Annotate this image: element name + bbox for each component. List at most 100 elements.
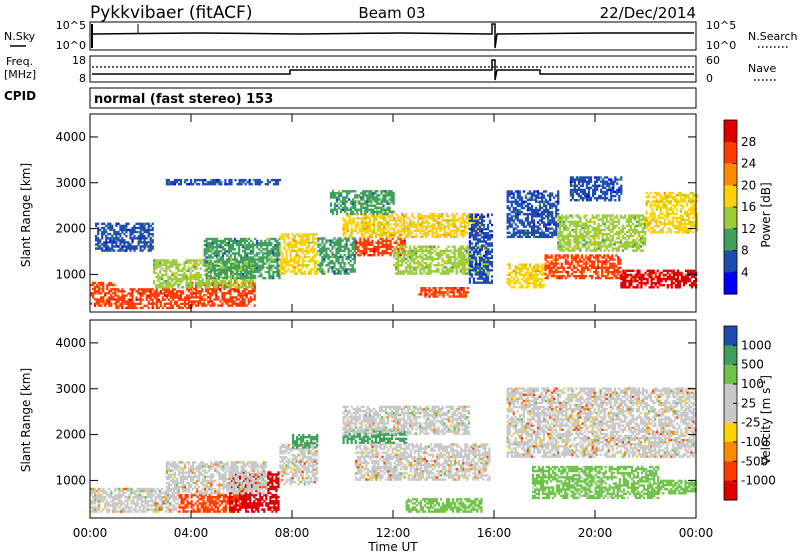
power-cell — [534, 231, 538, 234]
power-cell — [179, 294, 183, 297]
power-cell — [447, 272, 450, 275]
power-cell — [343, 266, 346, 269]
power-cell — [211, 264, 214, 267]
power-cell — [480, 221, 484, 225]
power-cell — [544, 262, 547, 265]
power-cell — [183, 277, 186, 281]
power-cell — [125, 306, 128, 310]
power-cell — [506, 198, 509, 201]
power-cell — [385, 239, 388, 242]
power-cell — [480, 236, 484, 239]
power-cell — [258, 264, 261, 267]
power-cell — [246, 243, 249, 247]
power-cell — [536, 213, 540, 216]
power-cell — [452, 295, 455, 298]
power-cell — [233, 281, 236, 285]
power-cell — [250, 270, 253, 274]
power-cell — [203, 250, 206, 253]
power-cell — [246, 246, 249, 249]
power-cell — [358, 217, 361, 220]
power-cell — [235, 263, 239, 266]
power-cell — [480, 267, 484, 270]
power-cell — [110, 302, 113, 305]
power-cell — [213, 239, 216, 243]
power-cell — [252, 286, 255, 289]
power-cell — [538, 208, 542, 212]
power-cell — [366, 204, 369, 207]
power-cell — [437, 262, 440, 265]
power-cell — [615, 264, 618, 267]
power-cell — [543, 235, 546, 239]
power-cell — [358, 227, 361, 230]
power-cell — [337, 241, 340, 244]
power-cell — [451, 255, 454, 259]
power-cell — [111, 239, 114, 242]
power-cell — [155, 271, 158, 275]
power-cell — [472, 252, 475, 255]
power-cell — [342, 202, 345, 205]
power-cell — [512, 196, 515, 199]
power-cell — [389, 217, 392, 220]
power-cell — [353, 249, 356, 253]
power-cell — [520, 204, 523, 208]
power-cell — [221, 292, 224, 295]
power-cell — [427, 229, 430, 232]
power-cell — [453, 219, 456, 222]
power-cell — [175, 302, 179, 305]
power-cell — [447, 221, 450, 224]
power-cell — [543, 217, 546, 220]
power-cell — [472, 236, 475, 239]
power-cell — [338, 196, 341, 199]
cpid-box — [89, 87, 697, 109]
power-cell — [514, 271, 517, 275]
power-cell — [543, 213, 546, 216]
power-cell — [229, 287, 232, 291]
power-cell — [611, 264, 614, 267]
power-cell — [173, 183, 176, 186]
power-cell — [341, 255, 344, 259]
power-cell — [385, 249, 388, 253]
power-cell — [370, 202, 373, 205]
power-cell — [605, 266, 608, 269]
power-cell — [333, 241, 336, 244]
power-cell — [427, 245, 430, 248]
power-cell — [415, 255, 418, 259]
power-cell — [317, 239, 320, 242]
power-cell — [114, 294, 117, 297]
power-cell — [461, 229, 464, 232]
power-cell — [197, 302, 200, 305]
power-cell — [378, 229, 382, 232]
power-cell — [242, 260, 245, 263]
power-cell — [250, 282, 253, 285]
power-cell — [459, 262, 462, 265]
power-cell — [246, 282, 249, 285]
power-cell — [342, 219, 345, 222]
power-cell — [530, 227, 534, 230]
power-cell — [367, 237, 370, 240]
power-cell — [534, 273, 538, 277]
power-cell — [374, 192, 377, 195]
power-cell — [244, 270, 247, 274]
power-cell — [415, 233, 418, 236]
power-cell — [545, 233, 548, 236]
power-cell — [441, 251, 444, 255]
power-cell — [266, 266, 269, 269]
power-cell — [311, 245, 314, 248]
power-cell — [238, 183, 241, 186]
power-cell — [96, 302, 99, 305]
power-cell — [407, 251, 410, 255]
power-cell — [562, 256, 565, 259]
power-cell — [98, 283, 101, 287]
power-cell — [338, 206, 341, 209]
power-cell — [468, 279, 471, 282]
power-cell — [225, 250, 228, 253]
power-cell — [141, 226, 144, 230]
power-cell — [395, 257, 398, 261]
power-cell — [159, 277, 162, 281]
power-cell — [175, 180, 179, 184]
power-cell — [151, 302, 154, 305]
power-cell — [364, 221, 367, 224]
power-cell — [556, 276, 559, 280]
power-cell — [421, 260, 424, 263]
power-cell — [207, 300, 210, 303]
